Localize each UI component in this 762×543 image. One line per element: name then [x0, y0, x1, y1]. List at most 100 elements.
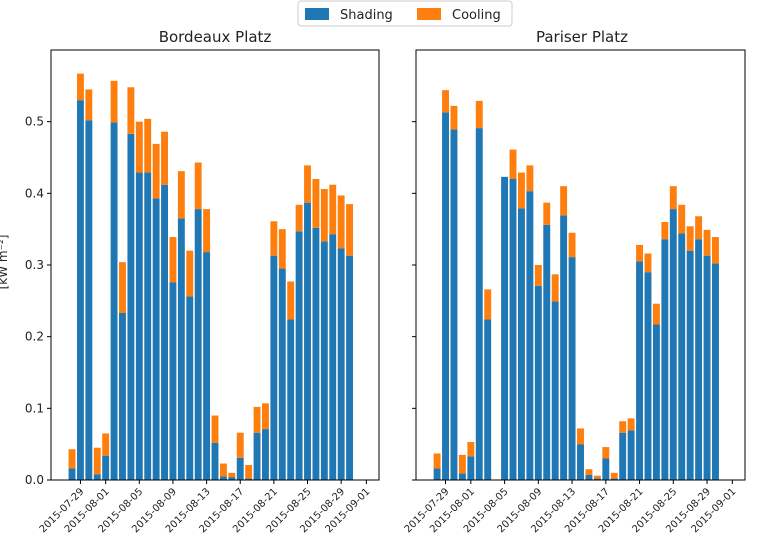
bar-shading-1-6 [484, 319, 492, 480]
bar-cooling-0-31 [329, 184, 337, 235]
bar-cooling-0-14 [186, 250, 194, 297]
bar-cooling-0-26 [287, 281, 295, 320]
bar-cooling-0-30 [320, 189, 328, 242]
subplot-title-pariser-platz: Pariser Platz [536, 28, 628, 46]
legend-frame [297, 0, 513, 27]
bar-cooling-0-2 [85, 89, 93, 121]
bar-cooling-0-13 [177, 171, 185, 219]
bar-shading-1-10 [526, 191, 534, 480]
bar-shading-0-29 [312, 227, 320, 480]
y-tick-label-2: 0.2 [25, 330, 44, 344]
bar-cooling-1-5 [475, 100, 483, 129]
bar-shading-0-17 [211, 442, 219, 480]
bar-shading-0-25 [278, 268, 286, 480]
bar-cooling-0-23 [262, 403, 269, 430]
bar-shading-1-29 [686, 250, 694, 480]
bar-cooling-1-3 [458, 454, 466, 474]
bar-shading-0-26 [287, 319, 295, 480]
bar-shading-1-5 [475, 128, 483, 480]
y-tick-label-4: 0.4 [25, 186, 44, 200]
bar-cooling-1-6 [484, 289, 492, 320]
bar-cooling-0-8 [135, 121, 143, 173]
bar-shading-0-30 [320, 241, 328, 480]
bar-cooling-1-30 [695, 216, 703, 240]
bar-shading-1-18 [593, 478, 601, 480]
bar-cooling-0-12 [169, 237, 177, 283]
bar-cooling-0-6 [119, 262, 126, 314]
y-tick-label-5: 0.5 [25, 115, 44, 129]
bar-cooling-1-11 [534, 265, 542, 286]
bar-shading-0-5 [110, 122, 118, 480]
bar-shading-0-14 [186, 296, 194, 480]
bar-shading-1-22 [627, 430, 635, 480]
legend: Shading Cooling [297, 0, 513, 27]
y-tick-label-3: 0.3 [25, 258, 44, 272]
subplot-bordeaux-platz: Bordeaux Platz 0.00.10.20.30.40.52015-07… [25, 28, 380, 535]
bar-shading-1-20 [610, 478, 618, 480]
bar-shading-1-12 [543, 224, 551, 480]
bar-cooling-1-23 [636, 244, 644, 262]
bar-cooling-0-29 [312, 179, 320, 228]
bar-shading-1-31 [703, 255, 711, 480]
bar-cooling-0-28 [304, 165, 311, 203]
bar-cooling-1-17 [585, 469, 593, 475]
bar-cooling-1-28 [678, 204, 686, 234]
legend-label-cooling: Cooling [452, 8, 501, 23]
bar-cooling-0-0 [68, 449, 76, 469]
bar-shading-0-7 [127, 133, 135, 480]
bar-cooling-1-12 [543, 202, 551, 225]
bar-shading-0-23 [262, 429, 269, 480]
bar-shading-0-13 [177, 218, 185, 480]
bar-shading-0-24 [270, 255, 278, 480]
bar-cooling-1-32 [712, 237, 719, 264]
bar-cooling-1-21 [619, 421, 627, 433]
bar-shading-1-11 [534, 285, 542, 480]
y-axis-label: [kW m⁻²] [0, 235, 10, 290]
bar-shading-0-0 [68, 468, 76, 480]
bar-cooling-0-24 [270, 221, 278, 256]
bar-cooling-0-3 [93, 447, 101, 475]
bar-cooling-1-8 [509, 149, 517, 179]
bar-shading-0-32 [337, 248, 345, 480]
bar-cooling-0-18 [219, 463, 227, 477]
bar-shading-0-20 [236, 457, 244, 480]
bar-cooling-0-17 [211, 415, 219, 443]
bar-cooling-0-21 [245, 464, 253, 479]
bar-cooling-0-10 [152, 143, 160, 199]
legend-swatch-shading [305, 8, 329, 20]
bar-shading-0-19 [228, 477, 236, 480]
bar-cooling-1-29 [686, 226, 694, 251]
bar-cooling-1-20 [610, 472, 618, 479]
bar-cooling-0-9 [144, 118, 152, 173]
bar-cooling-0-7 [127, 87, 135, 134]
bar-shading-1-21 [619, 432, 627, 480]
bar-cooling-0-19 [228, 472, 236, 478]
bar-shading-0-22 [253, 432, 261, 480]
legend-swatch-cooling [417, 8, 441, 20]
bar-shading-1-23 [636, 261, 644, 480]
bar-shading-0-8 [135, 172, 143, 481]
bar-shading-0-31 [329, 234, 337, 480]
y-tick-label-0: 0.0 [25, 473, 44, 487]
bar-cooling-0-32 [337, 195, 345, 249]
bar-shading-1-16 [577, 444, 584, 480]
bar-shading-1-3 [458, 473, 466, 480]
bar-cooling-0-11 [161, 131, 168, 185]
subplot-title-bordeaux-platz: Bordeaux Platz [159, 28, 272, 46]
subplot-pariser-platz: Pariser Platz 2015-07-292015-08-012015-0… [403, 28, 746, 535]
bar-cooling-1-15 [568, 232, 576, 258]
bar-shading-0-3 [93, 474, 101, 480]
bar-cooling-1-13 [551, 274, 559, 302]
bar-shading-0-2 [85, 120, 93, 480]
bar-shading-1-1 [442, 112, 449, 480]
bar-shading-1-25 [652, 324, 660, 480]
bar-shading-1-9 [517, 208, 525, 480]
bar-shading-1-7 [501, 176, 509, 480]
bar-cooling-1-0 [433, 453, 441, 469]
bar-cooling-0-4 [102, 433, 110, 456]
bar-cooling-1-31 [703, 229, 711, 256]
bar-cooling-1-16 [577, 428, 584, 445]
bar-cooling-1-9 [517, 172, 525, 209]
